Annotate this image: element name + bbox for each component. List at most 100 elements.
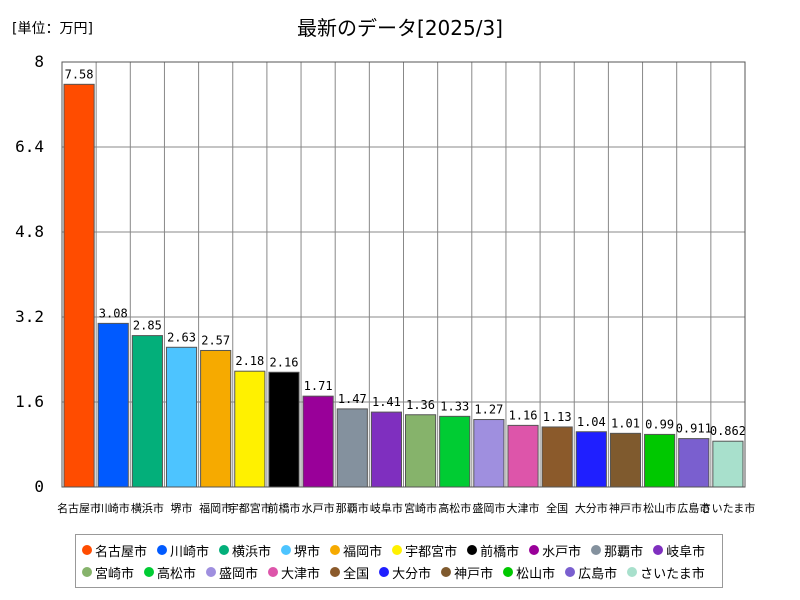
x-tick-label: 岐阜市 <box>370 501 403 515</box>
legend-item: 那覇市 <box>591 541 643 560</box>
legend-item: 宇都宮市 <box>392 541 457 560</box>
x-tick-label: 神戸市 <box>609 501 642 515</box>
legend-label: 全国 <box>343 566 370 582</box>
bar <box>200 349 232 488</box>
bar <box>405 414 437 488</box>
bar <box>575 431 607 488</box>
y-tick-label: 4.8 <box>15 222 44 241</box>
y-tick-label: 6.4 <box>15 137 44 156</box>
legend-dot-icon <box>281 545 292 555</box>
legend-label: 広島市 <box>578 566 618 582</box>
legend-dot-icon <box>268 567 279 577</box>
legend: 名古屋市 川崎市 横浜市 堺市 福岡市 宇都宮市 前橋市 水戸市 那覇市 岐阜市 宮崎市 高松市 盛岡市… <box>75 534 723 588</box>
data-label: 1.47 <box>338 392 367 406</box>
data-label: 2.63 <box>167 330 196 344</box>
data-label: 1.01 <box>611 416 640 430</box>
legend-dot-icon <box>441 567 452 577</box>
x-tick-label: 名古屋市 <box>57 501 101 515</box>
bar <box>541 426 573 488</box>
bar <box>302 395 334 488</box>
legend-dot-icon <box>330 567 341 577</box>
bar <box>609 432 642 488</box>
legend-dot-icon <box>529 545 540 555</box>
y-tick-label: 0 <box>34 477 44 496</box>
legend-label: 大津市 <box>281 566 321 582</box>
legend-dot-icon <box>392 545 403 555</box>
legend-label: 福岡市 <box>343 544 383 560</box>
legend-dot-icon <box>82 567 92 577</box>
bar <box>370 411 403 488</box>
x-tick-label: 川崎市 <box>97 501 130 515</box>
legend-label: さいたま市 <box>640 566 705 582</box>
legend-item: 高松市 <box>144 563 196 582</box>
legend-dot-icon <box>379 567 390 577</box>
legend-label: 前橋市 <box>480 544 520 560</box>
legend-dot-icon <box>219 545 230 555</box>
legend-label: 大分市 <box>392 566 432 582</box>
legend-dot-icon <box>565 567 576 577</box>
legend-item: さいたま市 <box>627 563 705 582</box>
legend-item: 宮崎市 <box>82 563 134 582</box>
x-tick-label: 堺市 <box>171 501 193 515</box>
legend-item: 松山市 <box>503 563 555 582</box>
data-label: 2.85 <box>133 319 162 333</box>
legend-dot-icon <box>157 545 168 555</box>
legend-dot-icon <box>82 545 92 555</box>
bar <box>336 408 368 488</box>
x-tick-label: 福岡市 <box>199 501 232 515</box>
y-tick-label: 8 <box>34 52 44 71</box>
legend-dot-icon <box>591 545 602 555</box>
legend-item: 川崎市 <box>157 541 209 560</box>
bar <box>473 419 505 488</box>
bar <box>712 440 744 488</box>
bar <box>165 346 198 488</box>
data-label: 2.18 <box>235 354 264 368</box>
data-label: 1.41 <box>372 395 401 409</box>
bar <box>678 438 710 488</box>
legend-item: 盛岡市 <box>206 563 258 582</box>
x-tick-label: 全国 <box>546 501 568 515</box>
data-label: 7.58 <box>65 67 94 81</box>
legend-item: 大津市 <box>268 563 320 582</box>
legend-item: 横浜市 <box>219 541 271 560</box>
data-label: 1.04 <box>577 415 606 429</box>
x-tick-label: 盛岡市 <box>472 501 505 515</box>
legend-label: 盛岡市 <box>219 566 259 582</box>
legend-label: 水戸市 <box>542 544 582 560</box>
bar <box>439 415 471 488</box>
y-tick-label: 3.2 <box>15 307 44 326</box>
x-tick-label: 大分市 <box>575 501 608 515</box>
legend-label: 松山市 <box>516 566 556 582</box>
legend-item: 福岡市 <box>330 541 382 560</box>
legend-item: 全国 <box>330 563 369 582</box>
legend-dot-icon <box>653 545 664 555</box>
legend-item: 名古屋市 <box>82 541 147 560</box>
chart-title: 最新のデータ[2025/3] <box>297 16 503 40</box>
data-label: 1.16 <box>509 408 538 422</box>
x-tick-label: 宇都宮市 <box>228 501 272 515</box>
legend-label: 那覇市 <box>604 544 644 560</box>
data-label: 1.33 <box>440 399 469 413</box>
legend-dot-icon <box>144 567 155 577</box>
legend-dot-icon <box>503 567 514 577</box>
legend-label: 岐阜市 <box>666 544 706 560</box>
data-label: 1.36 <box>406 398 435 412</box>
legend-dot-icon <box>467 545 478 555</box>
x-tick-label: 横浜市 <box>131 501 164 515</box>
legend-dot-icon <box>206 567 217 577</box>
bar <box>644 433 676 488</box>
bar <box>63 83 95 488</box>
x-tick-label: 那覇市 <box>336 501 369 515</box>
data-label: 2.16 <box>270 355 299 369</box>
legend-label: 名古屋市 <box>95 544 148 560</box>
legend-item: 大分市 <box>379 563 431 582</box>
x-tick-label: 松山市 <box>643 501 676 515</box>
x-tick-label: 高松市 <box>438 501 471 515</box>
x-tick-label: 大津市 <box>507 501 540 515</box>
x-tick-label: 広島市 <box>677 501 710 515</box>
legend-dot-icon <box>627 567 638 577</box>
data-label: 0.99 <box>645 417 674 431</box>
legend-label: 神戸市 <box>454 566 494 582</box>
data-label: 1.13 <box>543 410 572 424</box>
